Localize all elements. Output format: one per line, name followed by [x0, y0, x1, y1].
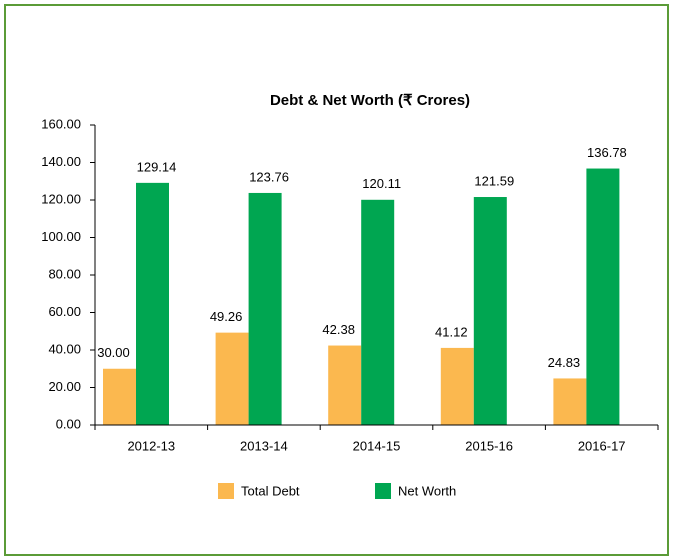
bar [136, 182, 169, 425]
legend-label: Net Worth [398, 483, 456, 498]
y-tick-label: 20.00 [48, 379, 81, 394]
y-tick-label: 140.00 [41, 154, 81, 169]
value-label: 120.11 [362, 176, 401, 191]
value-label: 123.76 [249, 169, 289, 184]
x-tick-label: 2013-14 [240, 438, 288, 453]
legend-label: Total Debt [241, 483, 300, 498]
value-label: 129.14 [137, 159, 177, 174]
x-tick-label: 2014-15 [353, 438, 401, 453]
bar [248, 192, 282, 425]
y-tick-label: 0.00 [56, 416, 81, 431]
bar [553, 378, 587, 425]
value-label: 121.59 [474, 173, 514, 188]
y-tick-label: 60.00 [48, 304, 81, 319]
bar [440, 347, 474, 425]
x-tick-label: 2016-17 [578, 438, 626, 453]
y-tick-label: 120.00 [41, 191, 81, 206]
bar [586, 168, 620, 425]
y-tick-label: 80.00 [48, 266, 81, 281]
value-label: 24.83 [548, 355, 581, 370]
bar [473, 197, 507, 425]
value-label: 42.38 [322, 322, 355, 337]
y-tick-label: 160.00 [41, 116, 81, 131]
value-label: 136.78 [587, 145, 627, 160]
x-tick-label: 2012-13 [127, 438, 175, 453]
legend-swatch [218, 483, 234, 499]
chart-title: Debt & Net Worth (₹ Crores) [270, 92, 470, 109]
frame [4, 4, 669, 556]
value-label: 30.00 [97, 345, 130, 360]
y-tick-label: 100.00 [41, 229, 81, 244]
x-tick-label: 2015-16 [465, 438, 513, 453]
bar [328, 345, 362, 425]
y-tick-label: 40.00 [48, 341, 81, 356]
value-label: 49.26 [210, 309, 243, 324]
bar [215, 332, 249, 425]
legend-swatch [375, 483, 391, 499]
bar [361, 199, 395, 425]
bar [103, 368, 136, 425]
value-label: 41.12 [435, 324, 468, 339]
